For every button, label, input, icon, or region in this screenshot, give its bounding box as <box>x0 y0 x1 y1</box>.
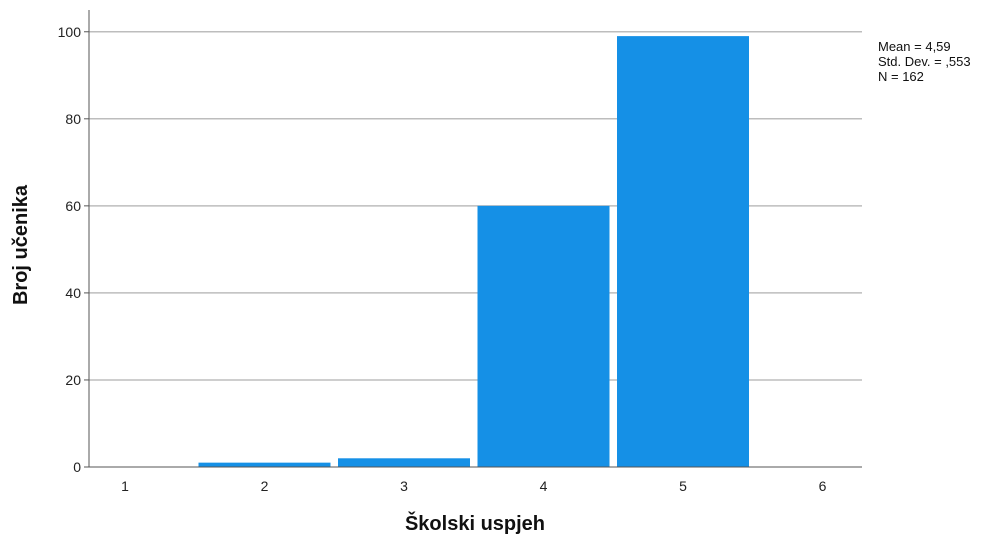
y-tick-label: 20 <box>65 372 81 388</box>
x-tick-label: 6 <box>819 478 827 494</box>
bar-3 <box>338 458 470 467</box>
x-axis-title: Školski uspjeh <box>405 511 545 535</box>
x-tick-label: 2 <box>261 478 269 494</box>
statistics-box: Mean = 4,59 Std. Dev. = ,553 N = 162 <box>878 39 971 84</box>
stat-mean: Mean = 4,59 <box>878 39 951 54</box>
bars <box>198 36 749 467</box>
bar-4 <box>477 205 610 467</box>
y-tick-label: 60 <box>65 198 81 214</box>
y-tick-label: 100 <box>58 24 82 40</box>
x-tick-labels: 1 2 3 4 5 6 <box>121 478 827 494</box>
bar-5 <box>617 36 749 467</box>
bar-2 <box>198 462 331 467</box>
y-tick-label: 80 <box>65 111 81 127</box>
x-tick-label: 5 <box>679 478 687 494</box>
stat-std-dev: Std. Dev. = ,553 <box>878 54 971 69</box>
x-tick-label: 3 <box>400 478 408 494</box>
y-tick-label: 0 <box>73 459 81 475</box>
x-tick-label: 4 <box>540 478 548 494</box>
y-tick-label: 40 <box>65 285 81 301</box>
stat-n: N = 162 <box>878 69 924 84</box>
y-tick-labels: 0 20 40 60 80 100 <box>58 24 89 475</box>
x-tick-label: 1 <box>121 478 129 494</box>
y-axis-title: Broj učenika <box>10 184 32 305</box>
